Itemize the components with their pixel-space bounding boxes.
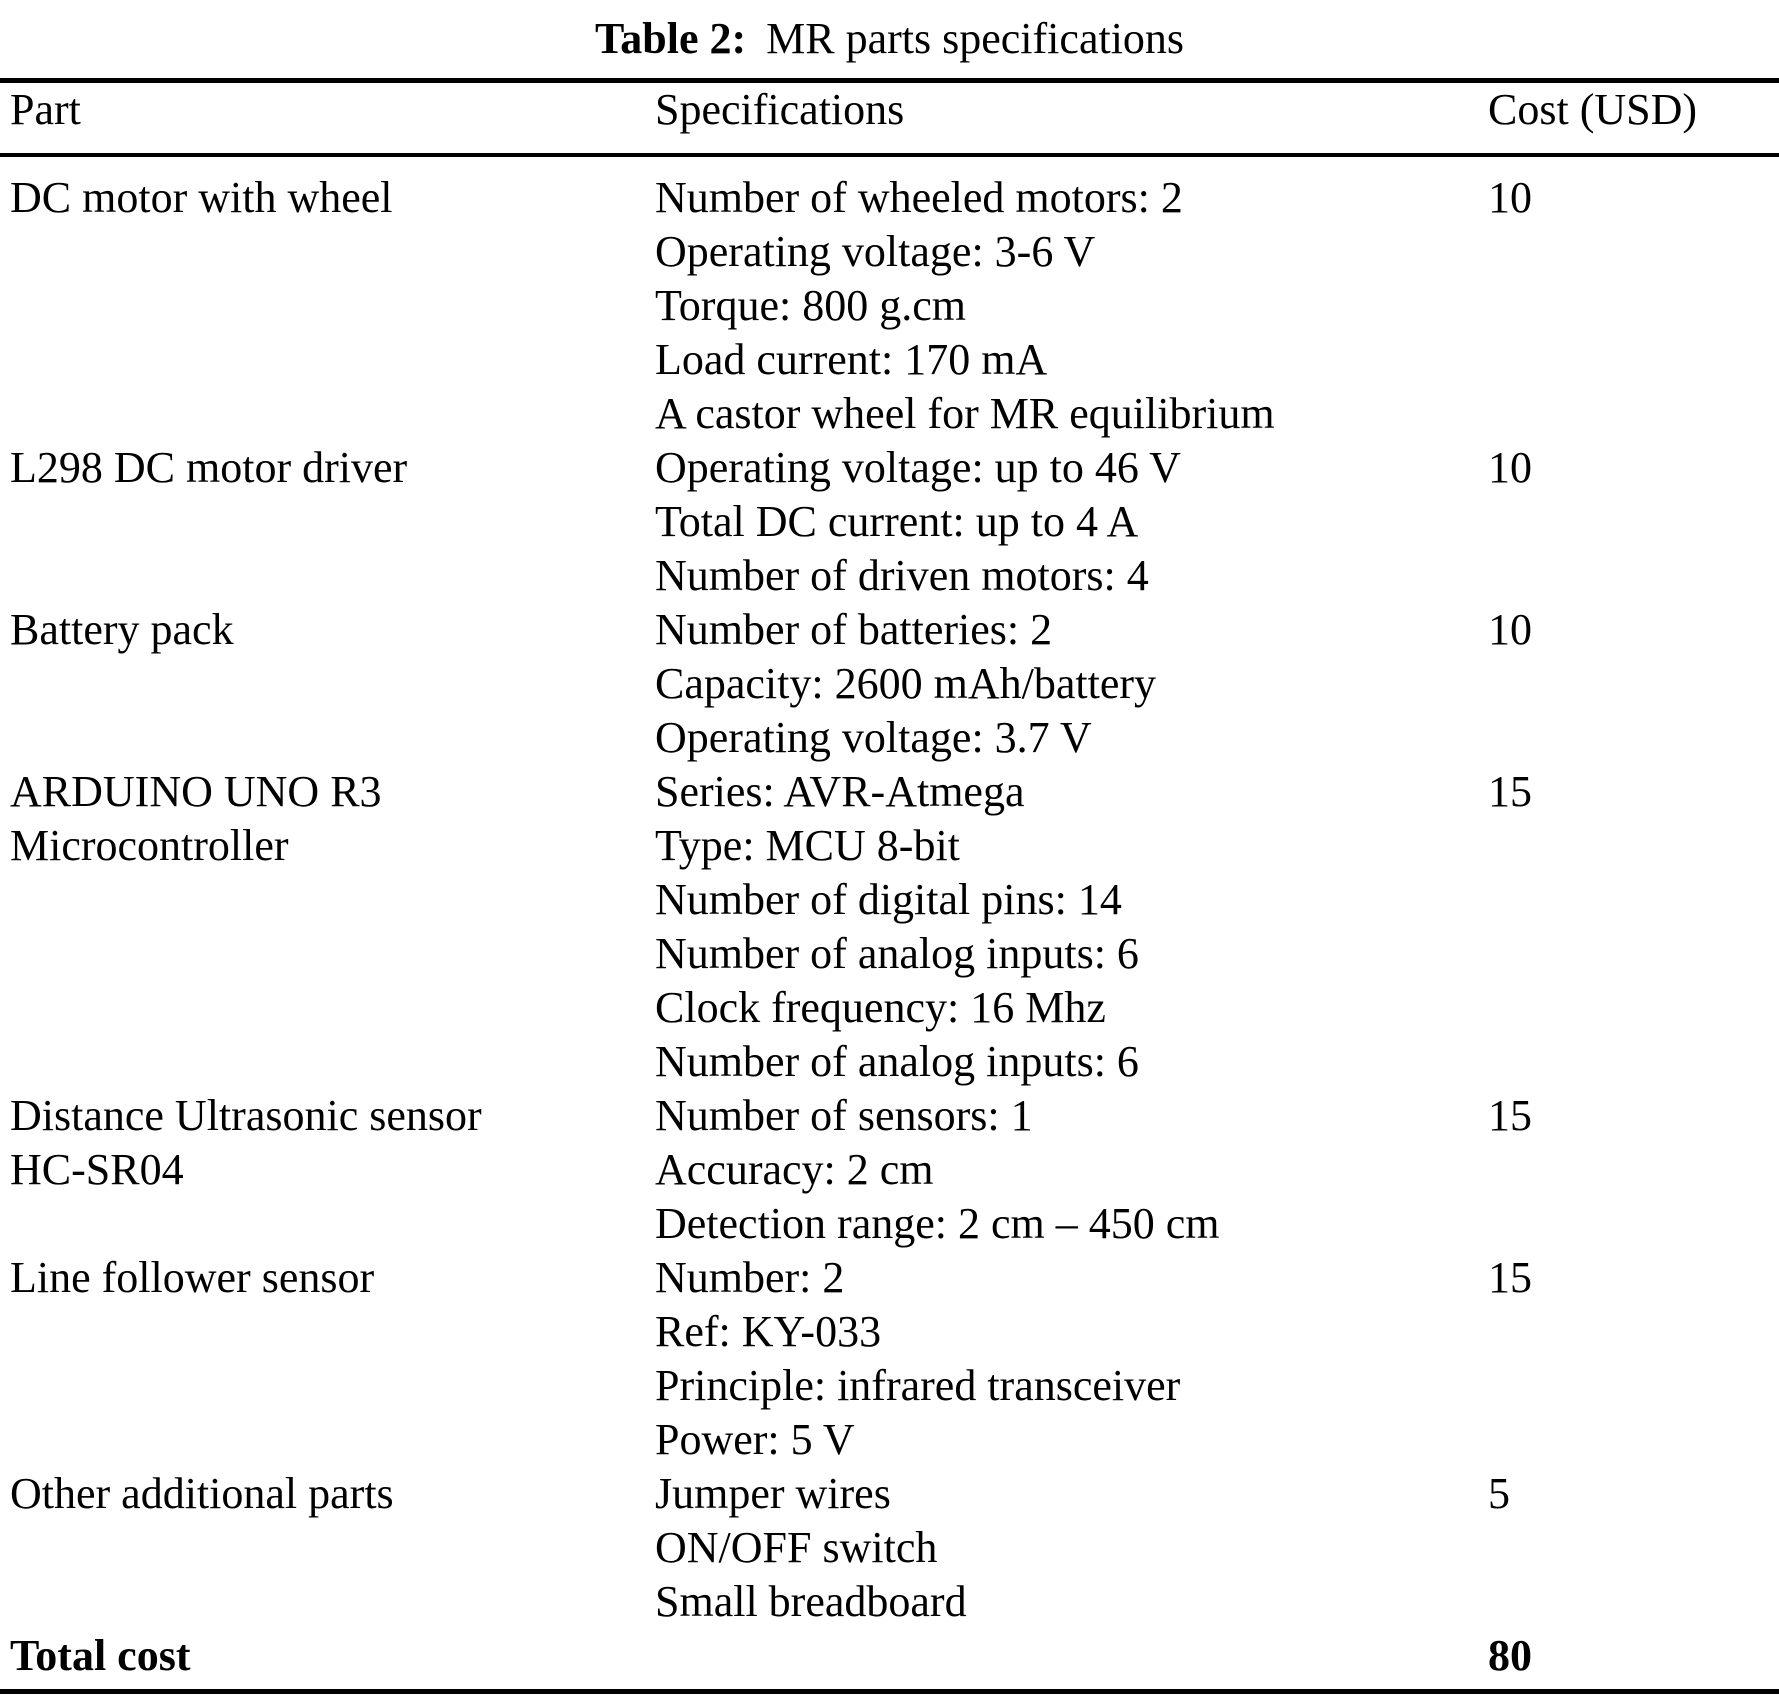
part-line: Other additional parts	[10, 1469, 394, 1518]
cost-value: 15	[1488, 1091, 1532, 1140]
spec-cell: Number of wheeled motors: 2 Operating vo…	[655, 171, 1488, 441]
spec-line: ON/OFF switch	[655, 1523, 938, 1572]
column-header-part: Part	[10, 85, 81, 134]
spec-line: Detection range: 2 cm – 450 cm	[655, 1199, 1220, 1248]
header-rule	[0, 153, 1779, 157]
spec-cell: Number: 2 Ref: KY-033 Principle: infrare…	[655, 1251, 1488, 1467]
cost-value: 10	[1488, 173, 1532, 222]
part-line: Line follower sensor	[10, 1253, 375, 1302]
table-row: DC motor with wheel Number of wheeled mo…	[0, 171, 1779, 441]
top-rule	[0, 78, 1779, 83]
table-row: ARDUINO UNO R3 Microcontroller Series: A…	[0, 765, 1779, 1089]
spec-cell: Series: AVR-Atmega Type: MCU 8-bit Numbe…	[655, 765, 1488, 1089]
cost-value: 5	[1488, 1469, 1510, 1518]
spec-line: Jumper wires	[655, 1469, 891, 1518]
spec-line: Principle: infrared transceiver	[655, 1361, 1181, 1410]
spec-cell: Jumper wires ON/OFF switch Small breadbo…	[655, 1467, 1488, 1629]
bottom-rule	[0, 1689, 1779, 1694]
part-cell: Other additional parts	[0, 1467, 655, 1629]
part-line: DC motor with wheel	[10, 173, 393, 222]
table-row-total: Total cost 80	[0, 1629, 1779, 1683]
table-row: Line follower sensor Number: 2 Ref: KY-0…	[0, 1251, 1779, 1467]
column-header-specifications: Specifications	[655, 85, 905, 134]
spec-line: Accuracy: 2 cm	[655, 1145, 934, 1194]
spec-cell	[655, 1629, 1488, 1683]
spec-cell: Number of sensors: 1 Accuracy: 2 cm Dete…	[655, 1089, 1488, 1251]
spec-line: Number: 2	[655, 1253, 845, 1302]
total-cost-value: 80	[1488, 1631, 1532, 1680]
part-cell: Total cost	[0, 1629, 655, 1683]
part-cell: ARDUINO UNO R3 Microcontroller	[0, 765, 655, 1089]
part-cell: Distance Ultrasonic sensor HC-SR04	[0, 1089, 655, 1251]
spec-line: Number of sensors: 1	[655, 1091, 1033, 1140]
part-line: L298 DC motor driver	[10, 443, 408, 492]
spec-line: Type: MCU 8-bit	[655, 821, 960, 870]
part-cell: Battery pack	[0, 603, 655, 765]
cost-cell: 15	[1488, 765, 1779, 1089]
cost-cell: 10	[1488, 171, 1779, 441]
spec-line: Number of analog inputs: 6	[655, 929, 1139, 978]
cost-cell: 5	[1488, 1467, 1779, 1629]
spec-line: Number of analog inputs: 6	[655, 1037, 1139, 1086]
spec-line: Load current: 170 mA	[655, 335, 1048, 384]
table-row: L298 DC motor driver Operating voltage: …	[0, 441, 1779, 603]
cost-cell: 10	[1488, 603, 1779, 765]
cost-cell: 80	[1488, 1629, 1779, 1683]
spec-line: Small breadboard	[655, 1577, 967, 1626]
cost-cell: 10	[1488, 441, 1779, 603]
table-row: Distance Ultrasonic sensor HC-SR04 Numbe…	[0, 1089, 1779, 1251]
spec-line: Torque: 800 g.cm	[655, 281, 966, 330]
cost-value: 10	[1488, 443, 1532, 492]
spec-line: Total DC current: up to 4 A	[655, 497, 1139, 546]
spec-line: Number of batteries: 2	[655, 605, 1053, 654]
part-cell: DC motor with wheel	[0, 171, 655, 441]
part-cell: L298 DC motor driver	[0, 441, 655, 603]
table-row: Other additional parts Jumper wires ON/O…	[0, 1467, 1779, 1629]
cost-value: 10	[1488, 605, 1532, 654]
spec-line: Clock frequency: 16 Mhz	[655, 983, 1106, 1032]
column-header-cost: Cost (USD)	[1488, 85, 1698, 134]
spec-cell: Operating voltage: up to 46 V Total DC c…	[655, 441, 1488, 603]
table-caption: Table 2: MR parts specifications	[0, 0, 1779, 78]
spec-line: Series: AVR-Atmega	[655, 767, 1025, 816]
part-line: ARDUINO UNO R3	[10, 767, 382, 816]
cost-value: 15	[1488, 767, 1532, 816]
table-caption-label: Table 2:	[594, 14, 747, 63]
part-line: HC-SR04	[10, 1145, 184, 1194]
spec-line: Number of digital pins: 14	[655, 875, 1122, 924]
spec-cell: Number of batteries: 2 Capacity: 2600 mA…	[655, 603, 1488, 765]
spec-line: Operating voltage: 3.7 V	[655, 713, 1092, 762]
cost-cell: 15	[1488, 1251, 1779, 1467]
spec-line: Ref: KY-033	[655, 1307, 882, 1356]
cost-cell: 15	[1488, 1089, 1779, 1251]
spec-line: A castor wheel for MR equilibrium	[655, 389, 1275, 438]
part-line: Battery pack	[10, 605, 234, 654]
table-body: DC motor with wheel Number of wheeled mo…	[0, 157, 1779, 1689]
spec-line: Operating voltage: up to 46 V	[655, 443, 1181, 492]
spec-line: Capacity: 2600 mAh/battery	[655, 659, 1156, 708]
table-row: Battery pack Number of batteries: 2 Capa…	[0, 603, 1779, 765]
spec-line: Number of wheeled motors: 2	[655, 173, 1183, 222]
spec-line: Number of driven motors: 4	[655, 551, 1149, 600]
table-caption-text: MR parts specifications	[766, 14, 1185, 63]
part-cell: Line follower sensor	[0, 1251, 655, 1467]
part-line: Microcontroller	[10, 821, 289, 870]
header-row: Part Specifications Cost (USD)	[0, 83, 1779, 153]
spec-line: Operating voltage: 3-6 V	[655, 227, 1096, 276]
total-label: Total cost	[10, 1631, 191, 1680]
spec-line: Power: 5 V	[655, 1415, 855, 1464]
part-line: Distance Ultrasonic sensor	[10, 1091, 482, 1140]
cost-value: 15	[1488, 1253, 1532, 1302]
